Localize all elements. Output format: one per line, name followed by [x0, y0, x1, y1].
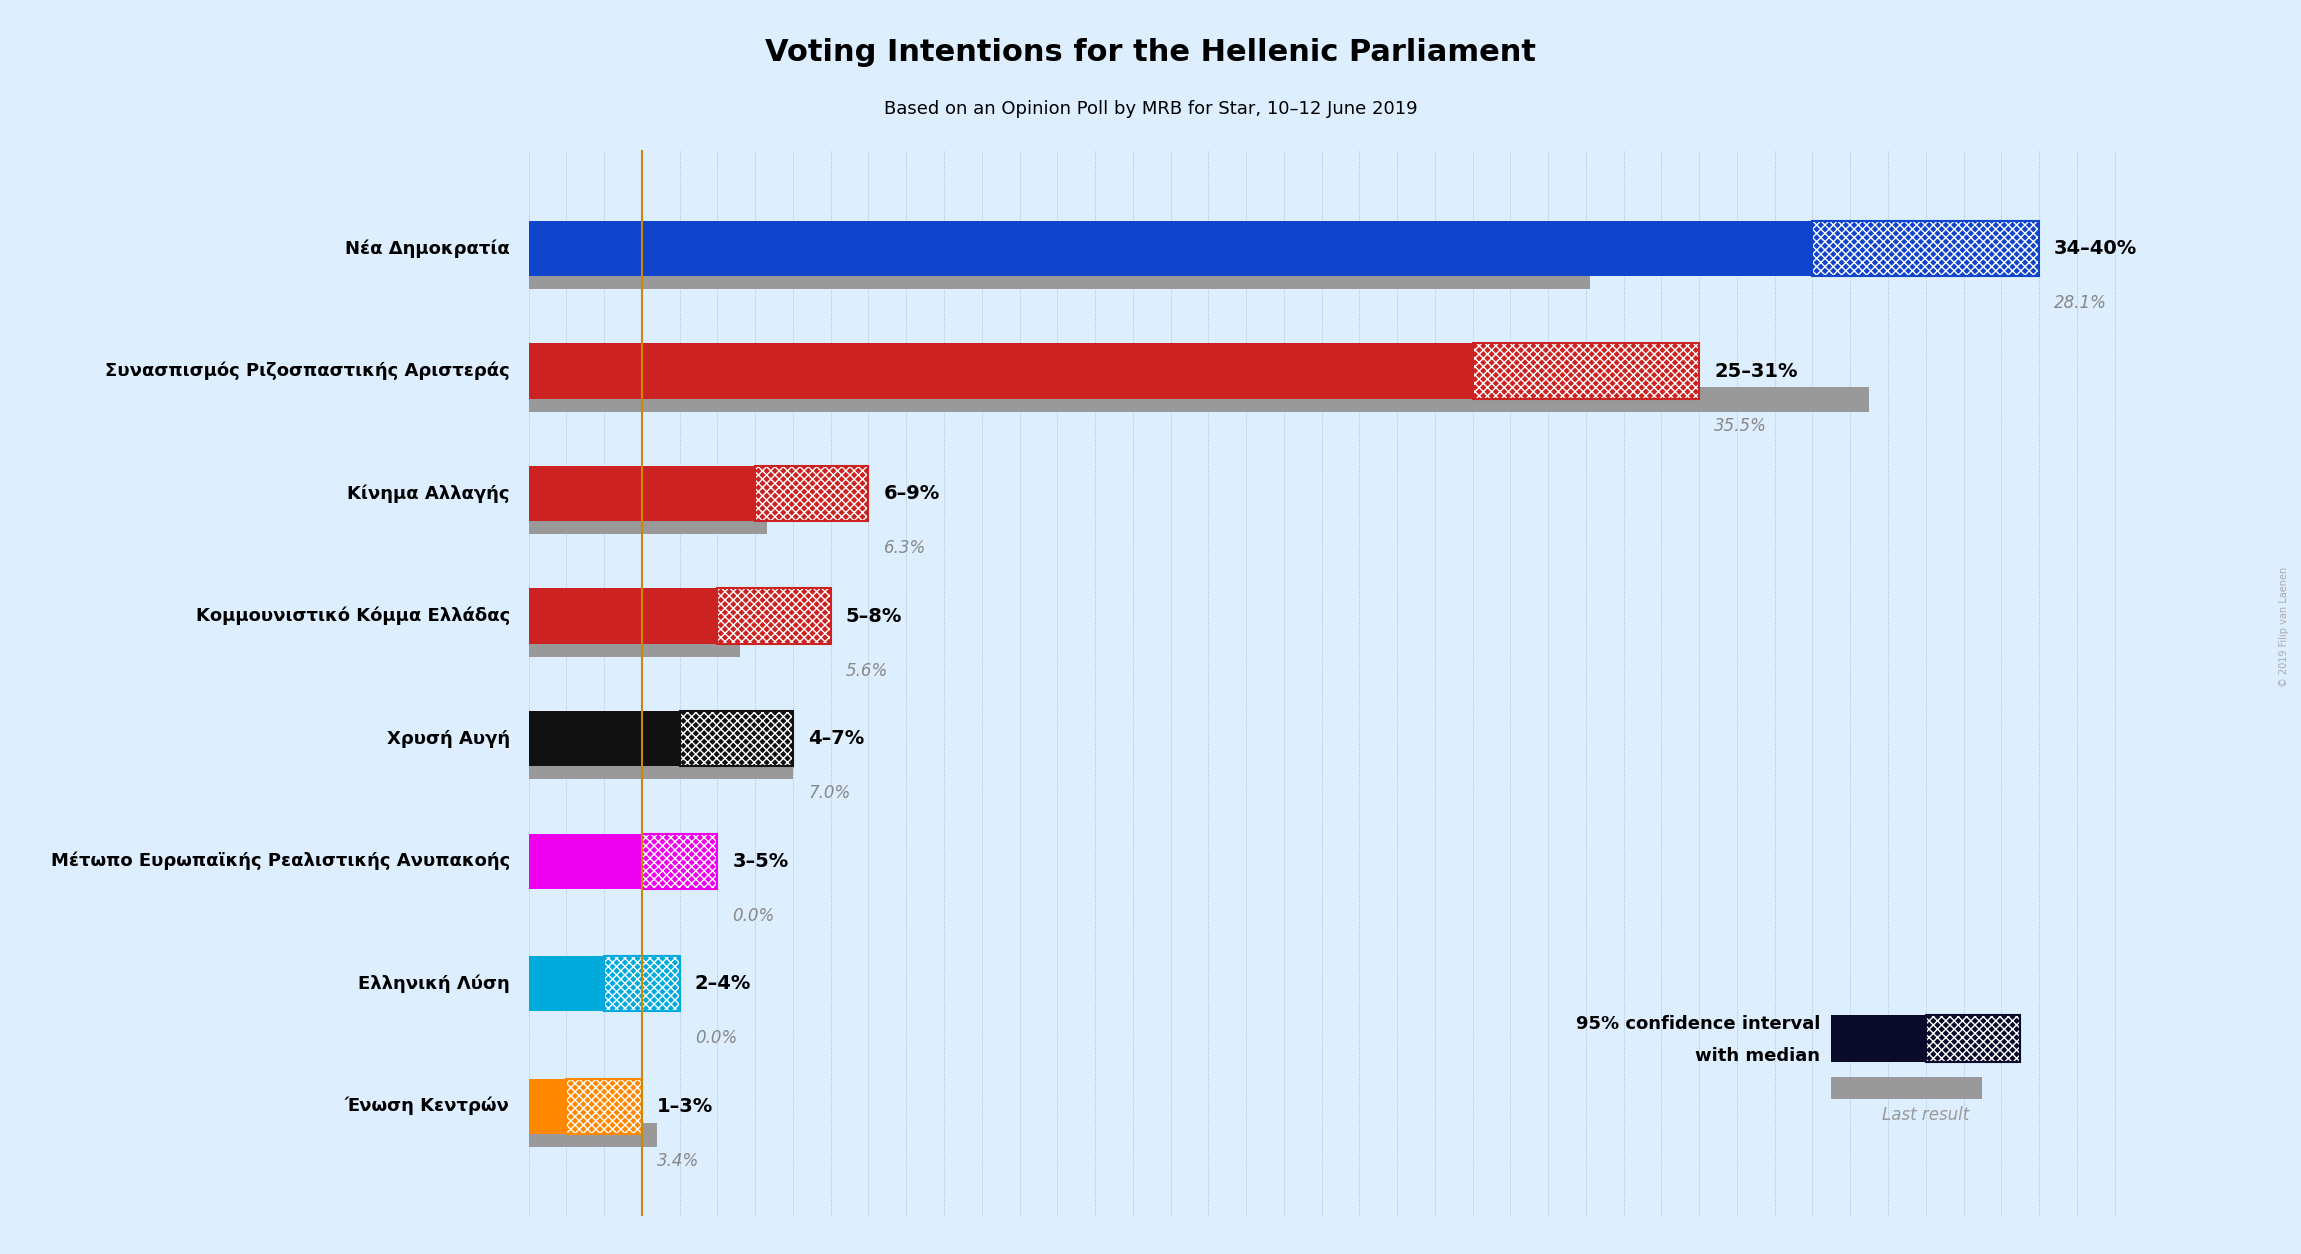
Bar — [529, 387, 1868, 411]
Text: Last result: Last result — [1882, 1106, 1970, 1124]
Text: Κομμουνιστικό Κόμμα Ελλάδας: Κομμουνιστικό Κόμμα Ελλάδας — [196, 607, 511, 626]
Text: 25–31%: 25–31% — [1714, 361, 1797, 380]
Bar — [1832, 1077, 1983, 1099]
Text: 3.4%: 3.4% — [658, 1152, 700, 1170]
Text: 7.0%: 7.0% — [808, 785, 851, 803]
Bar — [1926, 1016, 2020, 1062]
Bar — [566, 1078, 642, 1134]
Text: 0.0%: 0.0% — [695, 1030, 736, 1047]
Text: 2–4%: 2–4% — [695, 974, 750, 993]
Bar — [605, 956, 679, 1011]
Text: 3–5%: 3–5% — [732, 851, 789, 870]
Bar — [529, 466, 755, 522]
Bar — [529, 956, 605, 1011]
Bar — [529, 1078, 566, 1134]
Bar — [529, 344, 1473, 399]
Text: Voting Intentions for the Hellenic Parliament: Voting Intentions for the Hellenic Parli… — [764, 38, 1537, 66]
Text: 6.3%: 6.3% — [884, 539, 925, 557]
Bar — [529, 265, 1590, 290]
Text: 35.5%: 35.5% — [1714, 416, 1767, 435]
Bar — [1813, 221, 2039, 276]
Bar — [718, 588, 831, 643]
Bar — [529, 1122, 658, 1147]
Text: Μέτωπο Ευρωπαϊκής Ρεαλιστικής Ανυπακοής: Μέτωπο Ευρωπαϊκής Ρεαλιστικής Ανυπακοής — [51, 851, 511, 870]
Bar — [529, 711, 679, 766]
Text: with median: with median — [1696, 1047, 1820, 1065]
Text: 6–9%: 6–9% — [884, 484, 939, 503]
Bar — [529, 834, 642, 889]
Bar — [529, 510, 766, 534]
Text: 34–40%: 34–40% — [2055, 240, 2138, 258]
Text: Νέα Δημοκρατία: Νέα Δημοκρατία — [345, 240, 511, 258]
Bar — [642, 834, 718, 889]
Bar — [679, 711, 794, 766]
Bar — [529, 588, 718, 643]
Text: 0.0%: 0.0% — [732, 907, 775, 925]
Bar — [605, 956, 679, 1011]
Bar — [529, 221, 1813, 276]
Bar — [1813, 221, 2039, 276]
Bar — [529, 755, 794, 780]
Bar — [1473, 344, 1698, 399]
Text: © 2019 Filip van Laenen: © 2019 Filip van Laenen — [2280, 567, 2289, 687]
Text: 28.1%: 28.1% — [2055, 295, 2108, 312]
Bar — [679, 711, 794, 766]
Text: 5.6%: 5.6% — [847, 662, 888, 680]
Bar — [755, 466, 867, 522]
Bar — [718, 588, 831, 643]
Text: 5–8%: 5–8% — [847, 607, 902, 626]
Bar — [1926, 1016, 2020, 1062]
Text: Based on an Opinion Poll by MRB for Star, 10–12 June 2019: Based on an Opinion Poll by MRB for Star… — [884, 100, 1417, 118]
Text: Χρυσή Αυγή: Χρυσή Αυγή — [387, 730, 511, 747]
Text: 95% confidence interval: 95% confidence interval — [1576, 1014, 1820, 1033]
Bar — [1832, 1016, 1926, 1062]
Text: 1–3%: 1–3% — [658, 1096, 713, 1116]
Bar — [755, 466, 867, 522]
Text: Συνασπισμός Ριζοσπαστικής Αριστεράς: Συνασπισμός Ριζοσπαστικής Αριστεράς — [106, 361, 511, 380]
Bar — [1473, 344, 1698, 399]
Bar — [529, 632, 741, 657]
Text: Ελληνική Λύση: Ελληνική Λύση — [359, 974, 511, 993]
Text: Ένωση Κεντρών: Ένωση Κεντρών — [345, 1097, 511, 1115]
Bar — [566, 1078, 642, 1134]
Text: 4–7%: 4–7% — [808, 729, 865, 749]
Bar — [642, 834, 718, 889]
Text: Κίνημα Αλλαγής: Κίνημα Αλλαγής — [347, 484, 511, 503]
